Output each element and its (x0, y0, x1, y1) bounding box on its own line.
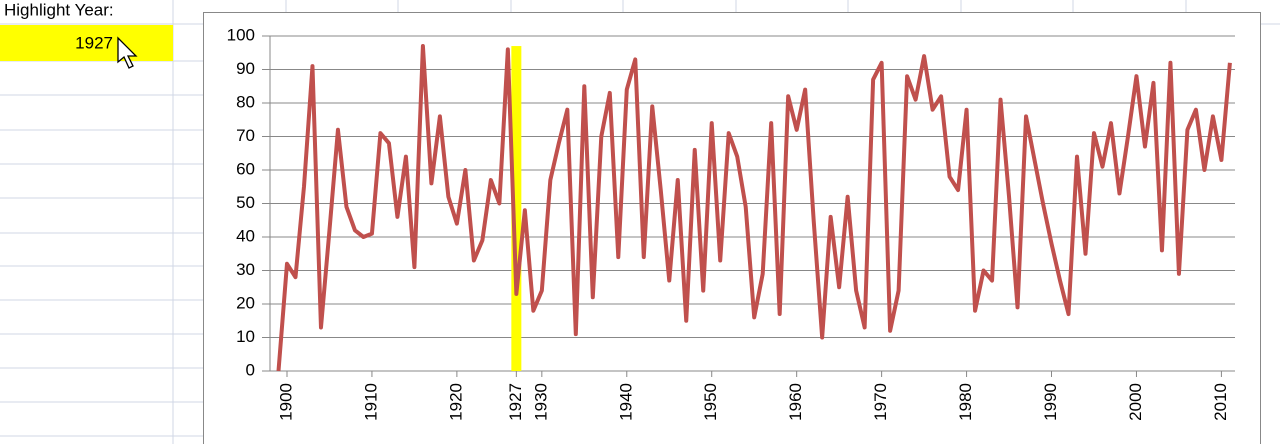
highlight-bar (511, 46, 522, 372)
y-tick-label: 30 (236, 260, 255, 279)
x-tick-label: 1910 (361, 383, 380, 421)
y-tick-label: 80 (236, 92, 255, 111)
x-tick-label: 1920 (446, 383, 465, 421)
plot: 0 10 20 30 40 50 60 70 80 90 100 1900 1910 1920 1927 19… (227, 25, 1235, 421)
x-tick-label: 1990 (1041, 383, 1060, 421)
y-tick-label: 0 (246, 360, 255, 379)
chart-area (203, 12, 1261, 444)
y-tick-label: 90 (236, 59, 255, 78)
input-cell[interactable] (0, 25, 173, 61)
label-cell: Highlight Year: (4, 0, 114, 19)
series-line (276, 44, 1232, 372)
x-tick-label: 1940 (616, 383, 635, 421)
mouse-cursor (117, 36, 138, 69)
x-tick-label: 1927 (506, 383, 525, 421)
y-tick-label: 60 (236, 159, 255, 178)
x-tick-label: 1970 (871, 383, 890, 421)
y-tick-label: 70 (236, 126, 255, 145)
x-tick-label: 2000 (1126, 383, 1145, 421)
y-tick-label: 50 (236, 193, 255, 212)
y-tick-label: 100 (227, 25, 255, 44)
x-tick-label: 1900 (276, 383, 295, 421)
y-tick-label: 10 (236, 327, 255, 346)
x-tick-label: 1960 (786, 383, 805, 421)
x-tick-label: 1930 (531, 383, 550, 421)
x-tick-label: 2010 (1211, 383, 1230, 421)
x-tick-label: 1980 (956, 383, 975, 421)
y-tick-label: 20 (236, 293, 255, 312)
y-tick-label: 40 (236, 226, 255, 245)
x-tick-label: 1950 (701, 383, 720, 421)
input-value[interactable]: 1927 (75, 33, 113, 52)
